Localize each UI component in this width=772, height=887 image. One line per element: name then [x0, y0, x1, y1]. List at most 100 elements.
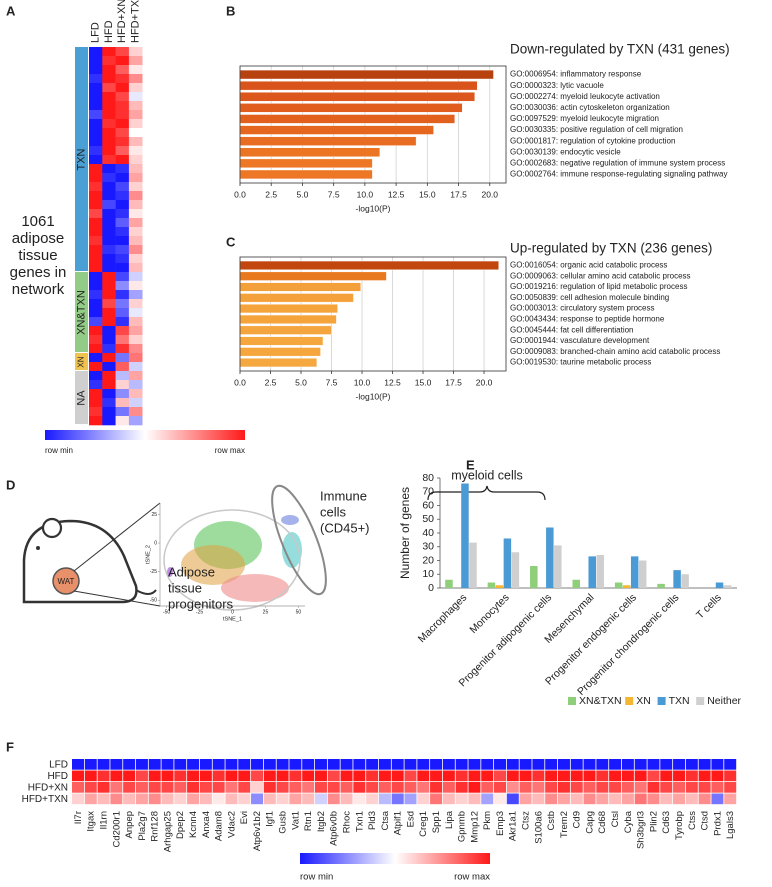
heatmap-cell	[711, 770, 724, 782]
heatmap-cell	[583, 793, 596, 805]
heatmap-cell	[89, 389, 103, 399]
x-tick-label: 50	[296, 609, 302, 615]
annotation: tissue	[168, 580, 202, 595]
heatmap-cell	[263, 793, 276, 805]
heatmap-cell	[128, 353, 143, 363]
row-label: LFD	[49, 759, 68, 770]
heatmap-cell	[724, 759, 737, 770]
heatmap-cell	[89, 281, 103, 291]
x-tick-label: 25	[263, 609, 269, 615]
heatmap-cell	[442, 770, 455, 782]
heatmap-cell	[276, 782, 289, 793]
heatmap-cell	[660, 770, 673, 782]
heatmap-cell	[115, 236, 130, 246]
heatmap-cell	[596, 759, 609, 770]
heatmap-cell	[378, 793, 391, 805]
heatmap-cell	[102, 236, 116, 246]
category-label: GO:0043434: response to peptide hormone	[510, 315, 665, 324]
heatmap-cell	[570, 782, 583, 793]
category-label: GO:0006954: inflammatory response	[510, 70, 642, 79]
heatmap-cell	[89, 83, 103, 93]
heatmap-cell	[685, 770, 698, 782]
column-label: HFD	[103, 20, 115, 43]
y-tick-label: 40	[422, 527, 434, 539]
column-label: Igf1	[265, 811, 276, 827]
heatmap-cell	[102, 317, 116, 327]
heatmap-cell	[89, 335, 103, 345]
heatmap-cell	[89, 110, 103, 120]
heatmap-cell	[468, 782, 481, 793]
column-label: HFD+TXN	[129, 0, 141, 43]
heatmap-cell	[115, 407, 130, 417]
heatmap-cell	[102, 173, 116, 183]
heatmap-cell	[128, 191, 143, 201]
icon-label: WAT	[58, 577, 75, 586]
bar	[572, 579, 580, 588]
heatmap-cell	[506, 793, 519, 805]
heatmap-cell	[89, 362, 103, 372]
heatmap-cell	[102, 416, 116, 426]
heatmap-cell	[583, 759, 596, 770]
heatmap-cell	[621, 782, 634, 793]
heatmap-cell	[102, 371, 116, 381]
heatmap-cell	[102, 353, 116, 363]
category-label: GO:0002274: myeloid leukocyte activation	[510, 92, 660, 101]
heatmap-cell	[532, 793, 545, 805]
row-label: HFD+XN	[28, 782, 68, 793]
heatmap-cell	[161, 759, 174, 770]
heatmap-cell	[102, 182, 116, 192]
bar	[630, 556, 639, 588]
heatmap-cell	[89, 155, 103, 165]
heatmap-cell	[238, 759, 251, 770]
description: tissue	[18, 247, 57, 264]
heatmap-cell	[89, 47, 103, 57]
column-label: Spp1	[431, 811, 442, 833]
heatmap-cell	[102, 65, 116, 75]
mouse-ear	[41, 517, 63, 539]
heatmap-cell	[698, 759, 711, 770]
heatmap-cell	[545, 770, 558, 782]
heatmap-cell	[455, 793, 468, 805]
heatmap-cell	[378, 770, 391, 782]
column-label: Itgb2	[316, 811, 327, 832]
heatmap-cell	[128, 299, 143, 309]
heatmap-cell	[102, 56, 116, 66]
heatmap-cell	[366, 770, 379, 782]
heatmap-cell	[115, 101, 130, 111]
heatmap-cell	[494, 782, 507, 793]
heatmap-cell	[596, 793, 609, 805]
heatmap-cell	[84, 770, 97, 782]
column-label: Vat1	[290, 811, 301, 830]
heatmap-cell	[698, 793, 711, 805]
heatmap-cell	[128, 263, 143, 273]
heatmap-cell	[128, 209, 143, 219]
bar	[723, 585, 732, 588]
heatmap-cell	[468, 759, 481, 770]
heatmap-cell	[673, 770, 686, 782]
heatmap-cell	[417, 782, 430, 793]
heatmap-cell	[519, 782, 532, 793]
column-label: Emp3	[495, 811, 506, 836]
bar	[239, 136, 417, 146]
heatmap-cell	[102, 308, 116, 318]
mouse-eye	[36, 546, 40, 550]
heatmap-cell	[673, 759, 686, 770]
bar	[239, 125, 434, 135]
heatmap-cell	[314, 759, 327, 770]
heatmap-cell	[430, 759, 443, 770]
heatmap-cell	[583, 770, 596, 782]
heatmap-cell	[468, 770, 481, 782]
legend-swatch	[568, 697, 576, 705]
annotation-bracket	[427, 485, 546, 501]
heatmap-cell	[404, 759, 417, 770]
heatmap-cell	[128, 335, 143, 345]
heatmap-cell	[302, 770, 315, 782]
heatmap-cell	[199, 770, 212, 782]
heatmap-cell	[128, 155, 143, 165]
bar	[622, 585, 631, 588]
heatmap-cell	[263, 759, 276, 770]
heatmap-cell	[115, 263, 130, 273]
column-label: Cyba	[623, 810, 634, 833]
heatmap-cell	[225, 759, 238, 770]
heatmap-cell	[251, 759, 264, 770]
